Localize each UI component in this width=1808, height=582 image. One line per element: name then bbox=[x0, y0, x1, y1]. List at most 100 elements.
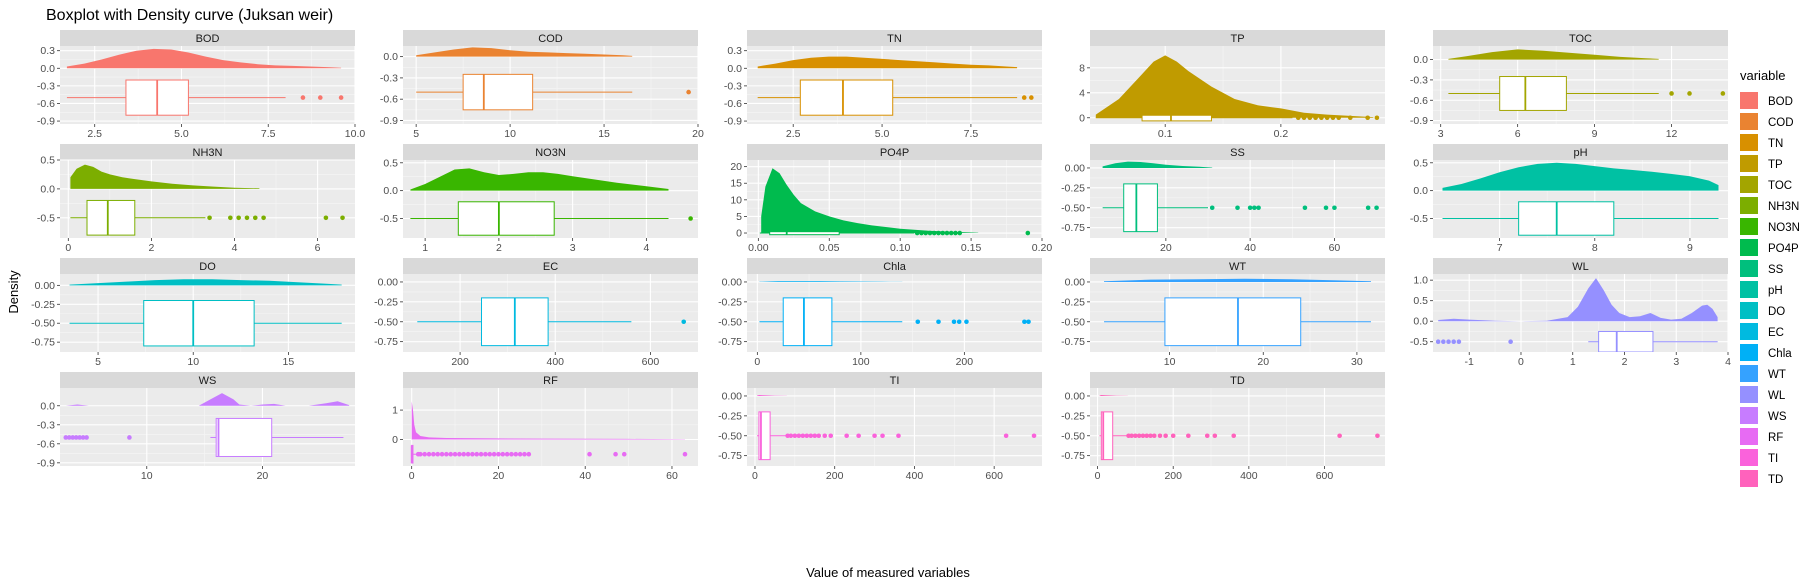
outlier-ss bbox=[1332, 205, 1337, 211]
x-tick-label: 400 bbox=[1240, 470, 1258, 482]
strip-label-rf: RF bbox=[543, 375, 558, 387]
x-tick-label: 0 bbox=[1518, 356, 1524, 368]
ticks-td: 0 200 400 600 -0.75 -0.50 -0.25 0.00 bbox=[1061, 390, 1333, 482]
y-tick-label: -0.3 bbox=[724, 80, 742, 92]
panel-tn: TN 2.5 5.0 7.5 -0.9 -0.6 -0.3 0.0 0.3 bbox=[724, 30, 1042, 140]
outlier-po4p bbox=[914, 230, 920, 236]
x-tick-label: 7.5 bbox=[261, 128, 276, 140]
ticks-tn: 2.5 5.0 7.5 -0.9 -0.6 -0.3 0.0 0.3 bbox=[724, 45, 978, 140]
x-tick-label: 0.05 bbox=[819, 242, 840, 254]
strip-label-po4p: PO4P bbox=[880, 147, 909, 159]
legend-label-do: DO bbox=[1768, 306, 1785, 318]
legend-item-nh3n: NH3N bbox=[1740, 197, 1799, 214]
x-tick-label: 20 bbox=[493, 470, 505, 482]
legend-label-po4p: PO4P bbox=[1768, 243, 1799, 255]
outlier-ti bbox=[828, 433, 834, 439]
plot-area-ws bbox=[63, 393, 350, 457]
y-tick-label: 0 bbox=[736, 228, 742, 240]
y-tick-label: 4 bbox=[1079, 87, 1085, 99]
outlier-wl bbox=[1435, 339, 1441, 345]
x-tick-label: 15 bbox=[283, 356, 295, 368]
panel-ti: TI 0 200 400 600 -0.75 -0.50 -0.25 0.00 bbox=[718, 372, 1042, 482]
outlier-ti bbox=[1003, 433, 1009, 439]
outlier-ws bbox=[73, 435, 79, 440]
x-tick-label: 4 bbox=[643, 242, 649, 254]
y-tick-label: -0.3 bbox=[1410, 74, 1428, 86]
outlier-rf bbox=[522, 451, 527, 457]
legend-item-ec: EC bbox=[1740, 323, 1784, 340]
y-tick-label: -0.50 bbox=[1061, 430, 1085, 442]
y-tick-label: -0.25 bbox=[718, 410, 742, 422]
panel-background-td bbox=[1090, 388, 1385, 466]
legend-item-no3n: NO3N bbox=[1740, 218, 1800, 235]
strip-label-tn: TN bbox=[887, 33, 902, 45]
outlier-rf bbox=[457, 451, 462, 457]
x-tick-label: 40 bbox=[1244, 242, 1256, 254]
legend-key-ec bbox=[1740, 323, 1758, 340]
legend-label-ws: WS bbox=[1768, 411, 1787, 423]
outlier-ti bbox=[792, 433, 798, 439]
density-do bbox=[69, 279, 342, 286]
outlier-tn bbox=[1021, 95, 1027, 100]
density-ss bbox=[1102, 161, 1213, 168]
outlier-wl bbox=[1456, 339, 1462, 345]
y-tick-label: -0.50 bbox=[1061, 202, 1085, 214]
y-tick-label: 0.0 bbox=[383, 51, 398, 63]
ticks-bod: 2.5 5.0 7.5 10.0 -0.9 -0.6 -0.3 0.0 0.3 bbox=[37, 45, 365, 140]
outlier-ec bbox=[681, 319, 687, 325]
plot-area-ec bbox=[417, 297, 687, 347]
outlier-rf bbox=[474, 451, 480, 457]
outlier-rf bbox=[526, 451, 532, 457]
strip-tn bbox=[747, 30, 1042, 46]
x-tick-label: 20 bbox=[692, 128, 704, 140]
outlier-td bbox=[1186, 433, 1191, 439]
box-ph bbox=[1518, 201, 1615, 236]
plot-area-toc bbox=[1448, 49, 1726, 111]
ticks-po4p: 0.00 0.05 0.10 0.15 0.20 0 5 10 15 20 bbox=[730, 161, 1052, 254]
x-tick-label: 1 bbox=[1570, 356, 1576, 368]
plot-area-td bbox=[1099, 395, 1380, 461]
y-tick-label: 0.0 bbox=[727, 63, 742, 75]
legend-label-toc: TOC bbox=[1768, 180, 1792, 192]
y-tick-label: 15 bbox=[730, 178, 742, 190]
legend-key-no3n bbox=[1740, 218, 1758, 235]
outlier-rf bbox=[613, 451, 618, 457]
y-tick-label: 0 bbox=[1079, 112, 1085, 124]
legend-item-cod: COD bbox=[1740, 113, 1794, 130]
y-tick-label: -0.50 bbox=[1061, 316, 1085, 328]
legend-label-td: TD bbox=[1768, 474, 1783, 486]
y-tick-label: 0.00 bbox=[722, 276, 743, 288]
outlier-wl bbox=[1508, 339, 1513, 345]
x-tick-label: 20 bbox=[1257, 356, 1269, 368]
outlier-po4p bbox=[944, 230, 950, 236]
legend-label-ec: EC bbox=[1768, 327, 1784, 339]
y-tick-label: 20 bbox=[730, 161, 742, 173]
chart-title: Boxplot with Density curve (Juksan weir) bbox=[46, 7, 333, 24]
outlier-ti bbox=[796, 433, 802, 439]
box-toc bbox=[1499, 76, 1567, 111]
y-tick-label: 0.5 bbox=[1413, 157, 1428, 169]
outlier-chla bbox=[964, 319, 969, 325]
y-tick-label: 0.0 bbox=[1413, 54, 1428, 66]
x-tick-label: 600 bbox=[1316, 470, 1334, 482]
outlier-ss bbox=[1323, 205, 1329, 211]
strip-label-ti: TI bbox=[890, 375, 900, 387]
outlier-ss bbox=[1247, 205, 1253, 211]
y-tick-label: 0.00 bbox=[378, 276, 399, 288]
strip-label-ec: EC bbox=[543, 261, 558, 273]
outlier-ti bbox=[822, 433, 828, 439]
x-axis-title: Value of measured variables bbox=[806, 565, 970, 580]
plot-area-wl bbox=[1435, 278, 1718, 352]
y-tick-label: 1 bbox=[392, 405, 398, 417]
y-tick-label: 5 bbox=[736, 211, 742, 223]
legend-item-tn: TN bbox=[1740, 134, 1783, 151]
outlier-tp bbox=[1319, 115, 1324, 121]
legend-item-td: TD bbox=[1740, 470, 1783, 487]
y-tick-label: 0.00 bbox=[1065, 390, 1086, 402]
y-tick-label: 0.3 bbox=[727, 45, 742, 57]
outlier-wl bbox=[1451, 339, 1457, 345]
outlier-rf bbox=[439, 451, 445, 457]
outlier-rf bbox=[509, 451, 514, 457]
legend-items: BOD COD TN TP TOC NH3N NO3N PO4P SS pH DO EC Chla WT W… bbox=[1740, 92, 1800, 487]
